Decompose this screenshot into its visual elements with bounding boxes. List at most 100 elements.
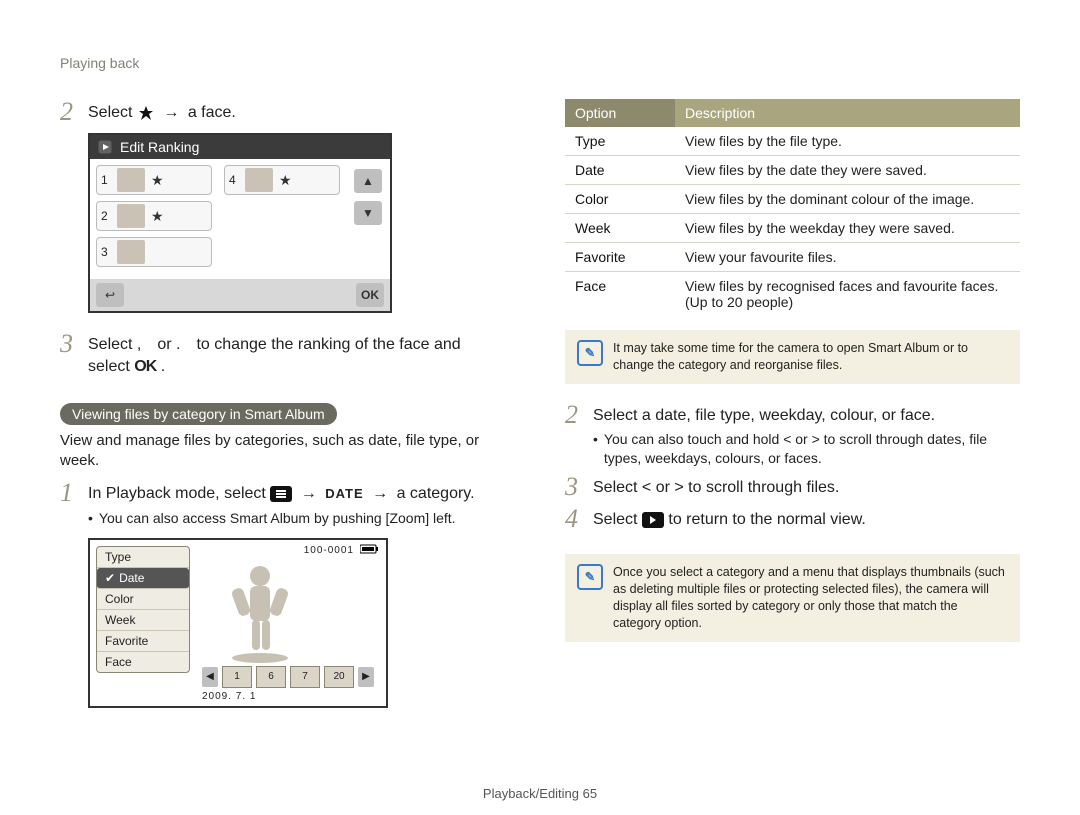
left-column: 2 Select → a face. Edit Ranking: [60, 99, 515, 708]
section-paragraph: View and manage files by categories, suc…: [60, 431, 515, 470]
step-number: 3: [565, 474, 583, 500]
step-number: 2: [60, 99, 78, 125]
options-table: Option Description TypeView files by the…: [565, 99, 1020, 316]
opt-name: Face: [565, 272, 675, 317]
rank-row[interactable]: 3: [96, 237, 212, 267]
thumb-next-button[interactable]: ▶: [358, 667, 374, 687]
album-date-label: 2009. 7. 1: [202, 691, 256, 702]
options-table-head-desc: Description: [675, 99, 1020, 127]
thumb-prev-button[interactable]: ◀: [202, 667, 218, 687]
face-thumb: [245, 168, 273, 192]
face-thumb: [117, 204, 145, 228]
rank-col-left: 1 ★ 2 ★ 3: [90, 159, 218, 279]
note-icon: ✎: [577, 340, 603, 366]
album-menu-item-favorite[interactable]: Favorite: [97, 631, 189, 652]
edit-ranking-screen: Edit Ranking 1 ★ 2 ★: [88, 133, 392, 313]
table-row: FavoriteView your favourite files.: [565, 243, 1020, 272]
rank-number: 1: [101, 173, 111, 187]
rank-up-button[interactable]: ▲: [354, 169, 382, 193]
face-thumb: [117, 168, 145, 192]
opt-desc: View files by the date they were saved.: [675, 156, 1020, 185]
table-row: FaceView files by recognised faces and f…: [565, 272, 1020, 317]
breadcrumb: Playing back: [60, 55, 1020, 71]
battery-icon: [360, 544, 380, 557]
date-icon: DATE: [325, 485, 363, 503]
note-text: Once you select a category and a menu th…: [613, 564, 1008, 632]
text: Select a date, file type, weekday, colou…: [593, 407, 935, 424]
right-step-2: 2 Select a date, file type, weekday, col…: [565, 402, 1020, 468]
thumb[interactable]: 20: [324, 666, 354, 688]
label: Date: [119, 571, 144, 585]
thumb[interactable]: 6: [256, 666, 286, 688]
album-counter: 100-0001: [304, 544, 380, 557]
menu-icon: [270, 486, 292, 502]
right-step-4: 4 Select to return to the normal view.: [565, 506, 1020, 532]
opt-name: Color: [565, 185, 675, 214]
columns: 2 Select → a face. Edit Ranking: [60, 99, 1020, 708]
rank-side-buttons: ▲ ▼: [346, 159, 390, 279]
step-number: 4: [565, 506, 583, 532]
thumb[interactable]: 7: [290, 666, 320, 688]
step-number: 3: [60, 331, 78, 377]
step-bullet: You can also touch and hold < or > to sc…: [593, 430, 1020, 468]
step-number: 2: [565, 402, 583, 468]
step-number: 1: [60, 480, 78, 527]
opt-desc: View files by the dominant colour of the…: [675, 185, 1020, 214]
smart-album-screen: 100-0001 Type ✔ Date Color Week Favorite…: [88, 538, 388, 708]
arrow-icon: →: [301, 485, 317, 502]
rank-number: 4: [229, 173, 239, 187]
ok-button[interactable]: OK: [356, 283, 384, 307]
rank-down-button[interactable]: ▼: [354, 201, 382, 225]
text: Select: [593, 511, 637, 528]
step-body: Select → a face.: [88, 99, 236, 125]
ok-icon: OK: [134, 356, 156, 378]
opt-name: Favorite: [565, 243, 675, 272]
table-row: WeekView files by the weekday they were …: [565, 214, 1020, 243]
step-bullet: You can also access Smart Album by pushi…: [88, 509, 475, 528]
right-step-3: 3 Select < or > to scroll through files.: [565, 474, 1020, 500]
opt-name: Date: [565, 156, 675, 185]
star-person-icon: [137, 105, 155, 121]
opt-name: Type: [565, 127, 675, 156]
text: a category.: [397, 485, 475, 502]
step-body: Select < or > to scroll through files.: [593, 474, 839, 500]
thumb[interactable]: 1: [222, 666, 252, 688]
check-icon: ✔: [105, 571, 115, 585]
section-heading-pill: Viewing files by category in Smart Album: [60, 403, 337, 425]
left-step-1: 1 In Playback mode, select → DATE → a ca…: [60, 480, 515, 527]
edit-ranking-title: Edit Ranking: [120, 139, 199, 155]
step-body: Select to return to the normal view.: [593, 506, 866, 532]
edit-ranking-titlebar: Edit Ranking: [90, 135, 390, 159]
album-menu-item-face[interactable]: Face: [97, 652, 189, 672]
opt-desc: View files by recognised faces and favou…: [675, 272, 1020, 317]
step-body: Select a date, file type, weekday, colou…: [593, 402, 1020, 468]
star-icon: ★: [279, 172, 292, 189]
text: You can also touch and hold < or > to sc…: [604, 430, 1020, 468]
opt-desc: View your favourite files.: [675, 243, 1020, 272]
opt-desc: View files by the file type.: [675, 127, 1020, 156]
text: a face.: [188, 104, 236, 121]
back-button[interactable]: ↩: [96, 283, 124, 307]
album-menu-item-color[interactable]: Color: [97, 589, 189, 610]
album-preview-figure: [210, 558, 310, 668]
rank-row[interactable]: 1 ★: [96, 165, 212, 195]
text: In Playback mode, select: [88, 485, 266, 502]
arrow-icon: →: [372, 485, 388, 502]
text: Select: [88, 104, 132, 121]
text: select: [88, 358, 134, 375]
play-icon: [642, 512, 664, 528]
note-text: It may take some time for the camera to …: [613, 340, 1008, 374]
rank-row[interactable]: 4 ★: [224, 165, 340, 195]
edit-ranking-footer: ↩ OK: [90, 279, 390, 311]
album-menu-item-type[interactable]: Type: [97, 547, 189, 568]
page-footer: Playback/Editing 65: [0, 786, 1080, 801]
table-row: DateView files by the date they were sav…: [565, 156, 1020, 185]
album-thumb-strip: ◀ 1 6 7 20 ▶: [202, 666, 374, 688]
text: .: [161, 358, 165, 375]
left-step-2: 2 Select → a face.: [60, 99, 515, 125]
page: Playing back 2 Select → a face.: [0, 0, 1080, 815]
rank-col-right: 4 ★: [218, 159, 346, 279]
album-menu-item-week[interactable]: Week: [97, 610, 189, 631]
rank-row[interactable]: 2 ★: [96, 201, 212, 231]
album-menu-item-date[interactable]: ✔ Date: [97, 568, 189, 589]
